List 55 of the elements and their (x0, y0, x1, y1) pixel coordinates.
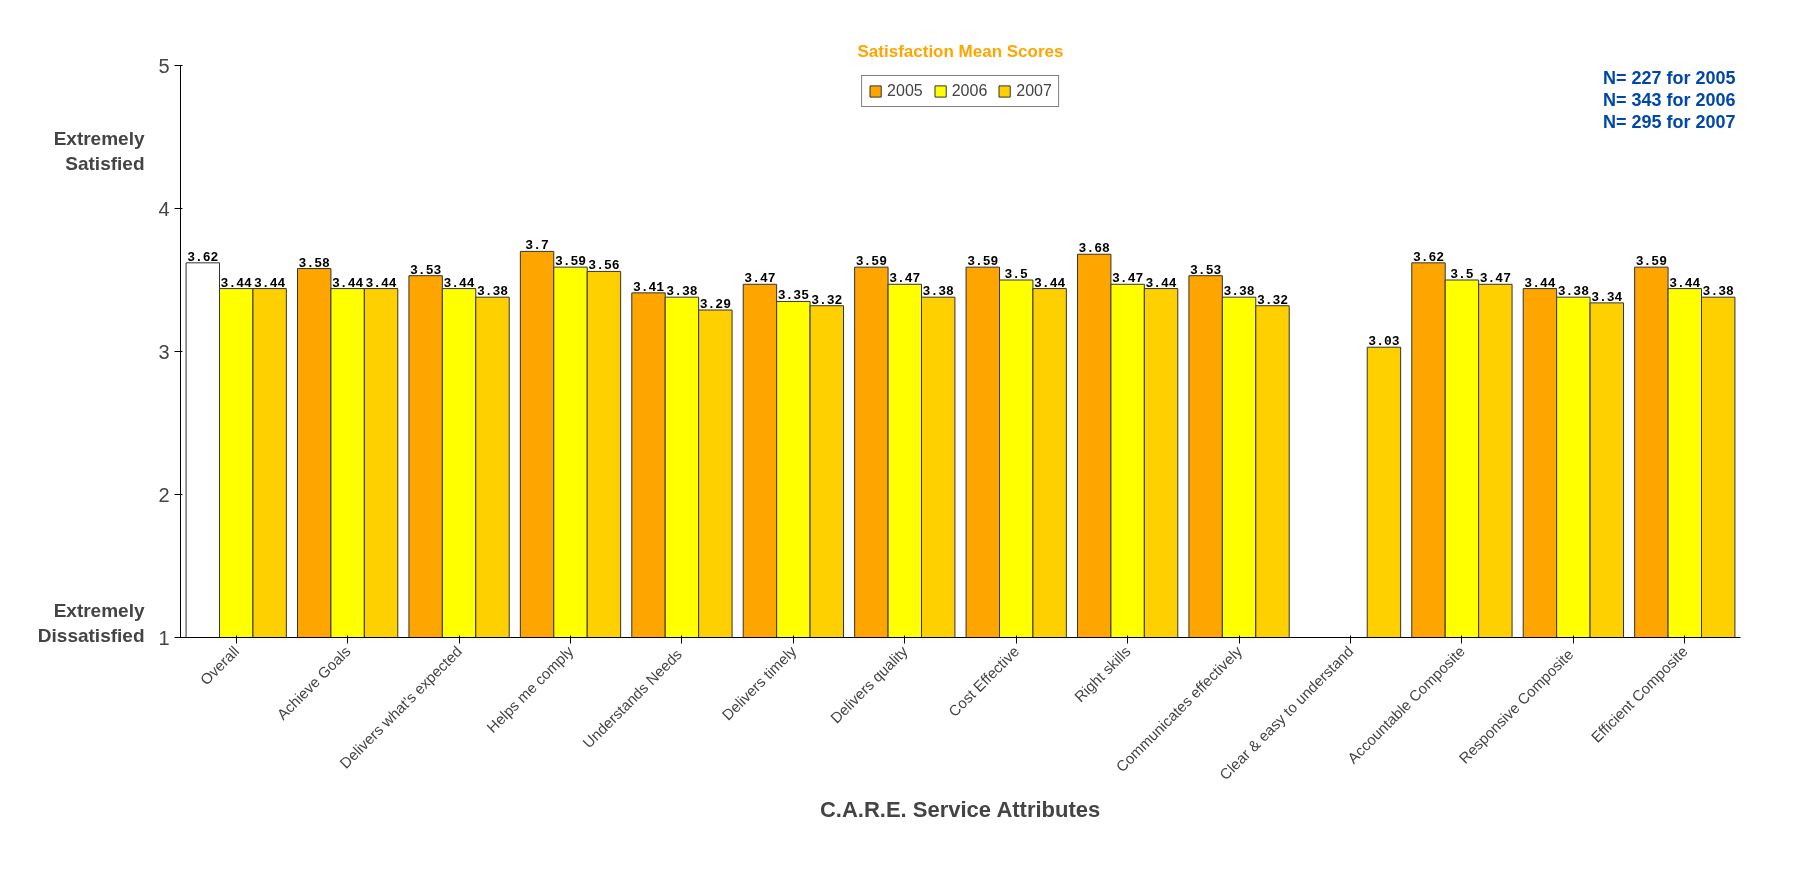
data-label: 3.44 (1524, 275, 1556, 291)
x-axis-title: C.A.R.E. Service Attributes (819, 797, 1101, 823)
data-label: 3.47 (889, 271, 921, 287)
data-label: 3.44 (220, 275, 253, 291)
data-label: 3.47 (1112, 271, 1144, 287)
annotation: N= 343 for 2006 (1602, 89, 1736, 110)
data-label: 3.38 (1557, 284, 1590, 300)
data-label: 3.5 (1450, 267, 1474, 282)
data-label: 3.58 (298, 255, 331, 271)
data-label: 3.7 (525, 238, 549, 254)
data-label: 3.38 (476, 284, 509, 300)
text: Extremely Satisfied (53, 128, 145, 175)
y-tick-label: 5 (158, 54, 170, 77)
data-label: 3.62 (187, 249, 219, 265)
data-label: 3.5 (1004, 267, 1029, 282)
data-label: 3.44 (254, 275, 286, 291)
data-label: 3.44 (1034, 275, 1066, 291)
data-label: 3.47 (744, 271, 776, 287)
data-label: 3.44 (1145, 275, 1177, 291)
data-label: 3.32 (811, 292, 843, 308)
annotation: N= 295 for 2007 (1602, 111, 1736, 132)
data-label: 3.59 (554, 254, 587, 270)
data-label: 3.38 (666, 284, 698, 300)
data-label: 3.38 (1223, 284, 1255, 300)
data-label: 3.35 (777, 288, 810, 304)
data-label: 3.59 (855, 254, 888, 270)
legend-label: 2007 (1016, 82, 1052, 100)
data-label: 3.53 (1190, 262, 1222, 278)
legend-label: 2006 (951, 82, 988, 100)
data-label: 3.38 (1702, 284, 1735, 300)
chart-title: Satisfaction Mean Scores (857, 41, 1064, 61)
data-label: 3.59 (1635, 254, 1668, 270)
y-tick-label: 1 (158, 626, 170, 649)
annotation: N= 227 for 2005 (1602, 67, 1736, 88)
data-label: 3.68 (1078, 241, 1111, 257)
data-label: 3.38 (922, 284, 955, 300)
data-label: 3.32 (1256, 292, 1289, 308)
data-label: 3.41 (632, 279, 665, 295)
y-tick-label: 3 (158, 340, 170, 363)
data-label: 3.34 (1591, 289, 1623, 305)
y-tick-label: 2 (158, 483, 170, 506)
data-label: 3.59 (967, 254, 999, 270)
data-label: 3.44 (365, 275, 397, 291)
data-label: 3.53 (410, 262, 442, 278)
y-tick-label: 4 (158, 197, 170, 220)
data-label: 3.56 (588, 258, 620, 274)
data-label: 3.44 (332, 275, 364, 291)
data-label: 3.03 (1368, 334, 1400, 350)
data-label: 3.47 (1479, 271, 1511, 287)
data-label: 3.44 (443, 275, 475, 291)
data-label: 3.29 (699, 297, 732, 313)
data-label: 3.62 (1412, 249, 1445, 265)
legend-label: 2005 (887, 82, 923, 100)
data-label: 3.44 (1669, 275, 1701, 291)
text: Extremely Dissatisfied (37, 600, 145, 647)
